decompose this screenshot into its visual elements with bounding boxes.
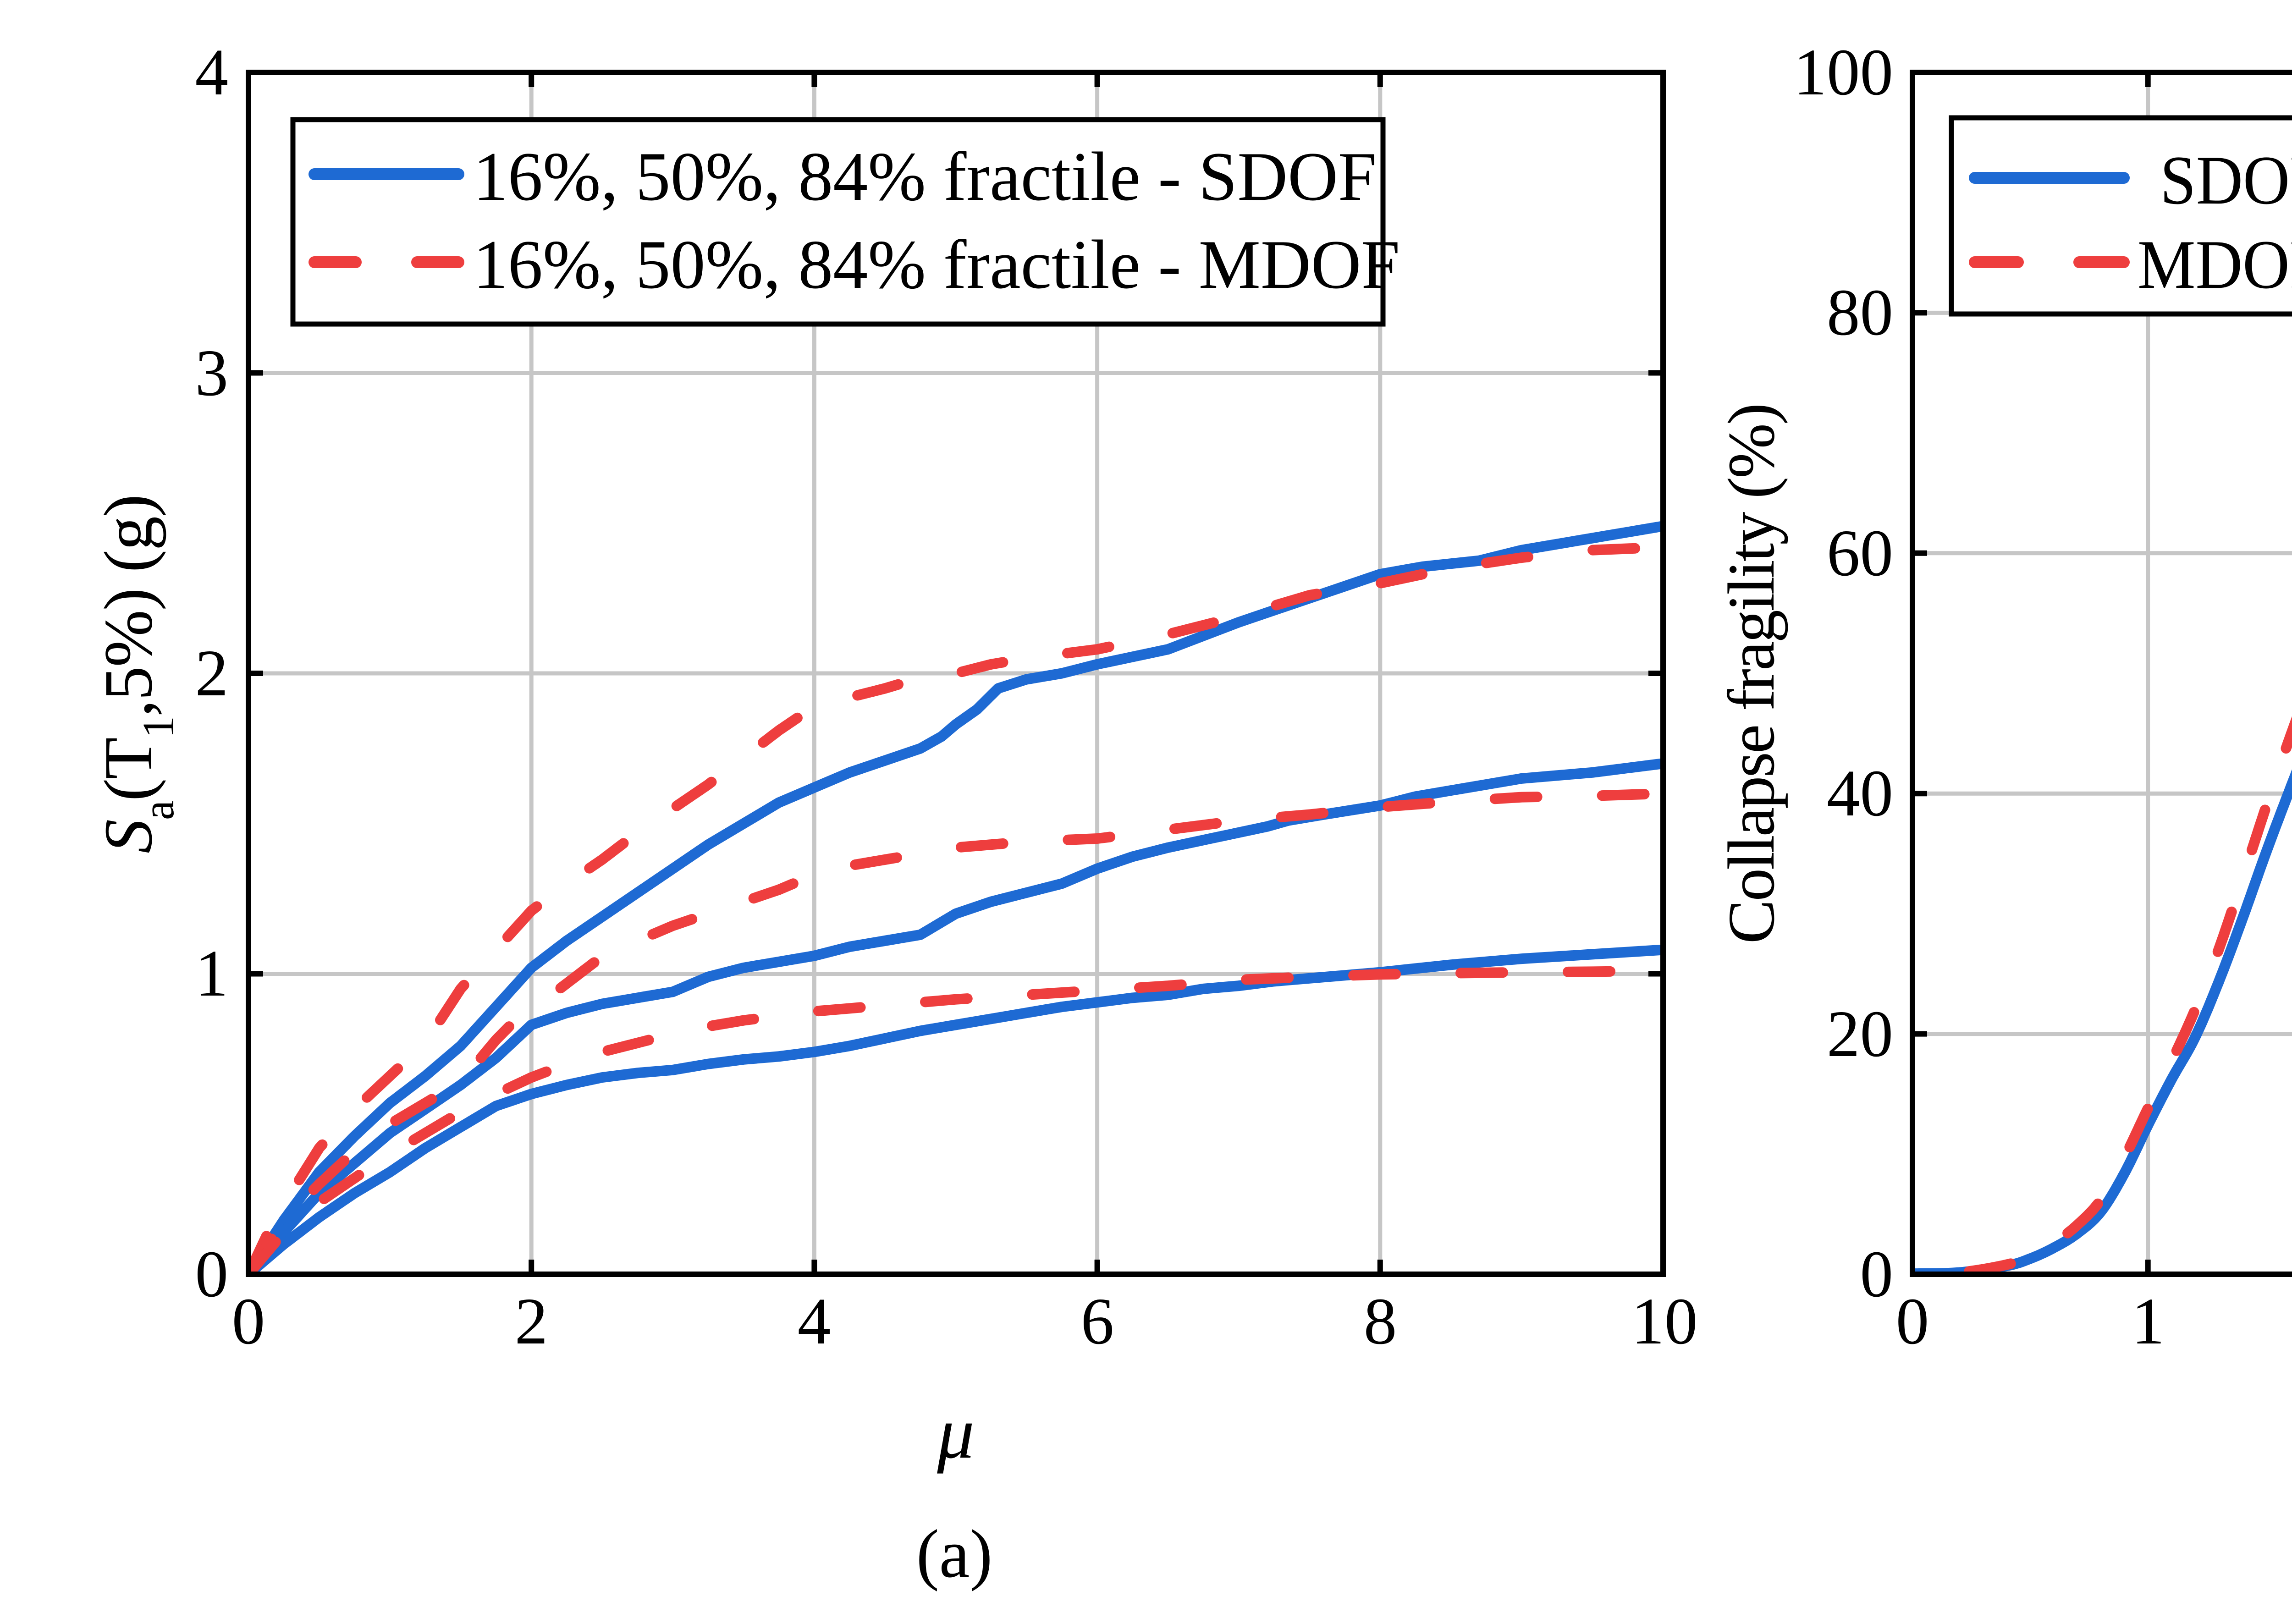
svg-text:8: 8 — [1364, 1285, 1397, 1358]
svg-text:1: 1 — [2132, 1285, 2165, 1358]
svg-text:16%, 50%, 84% fractile - SDOF: 16%, 50%, 84% fractile - SDOF — [473, 138, 1377, 215]
svg-text:Sa(T1,5%) (g): Sa(T1,5%) (g) — [90, 495, 183, 853]
svg-text:10: 10 — [1631, 1285, 1698, 1358]
svg-text:40: 40 — [1827, 757, 1893, 830]
svg-text:MDOF: MDOF — [2138, 226, 2292, 303]
svg-text:0: 0 — [1860, 1238, 1894, 1311]
svg-text:μ: μ — [937, 1392, 974, 1474]
svg-text:0: 0 — [1896, 1285, 1929, 1358]
svg-text:60: 60 — [1827, 517, 1893, 590]
svg-text:(a): (a) — [916, 1516, 992, 1592]
svg-text:4: 4 — [195, 36, 229, 109]
svg-text:20: 20 — [1827, 997, 1893, 1071]
svg-text:1: 1 — [195, 937, 229, 1010]
svg-text:2: 2 — [515, 1285, 548, 1358]
svg-text:6: 6 — [1081, 1285, 1114, 1358]
svg-text:SDOF: SDOF — [2160, 142, 2292, 219]
svg-text:100: 100 — [1794, 36, 1894, 109]
svg-text:3: 3 — [195, 336, 229, 410]
svg-text:0: 0 — [232, 1285, 265, 1358]
svg-text:0: 0 — [195, 1238, 229, 1311]
svg-text:80: 80 — [1827, 276, 1893, 349]
svg-text:4: 4 — [798, 1285, 831, 1358]
svg-text:2: 2 — [195, 637, 229, 710]
svg-text:Collapse fragility (%): Collapse fragility (%) — [1715, 405, 1788, 944]
svg-text:16%, 50%, 84% fractile - MDOF: 16%, 50%, 84% fractile - MDOF — [473, 226, 1400, 303]
